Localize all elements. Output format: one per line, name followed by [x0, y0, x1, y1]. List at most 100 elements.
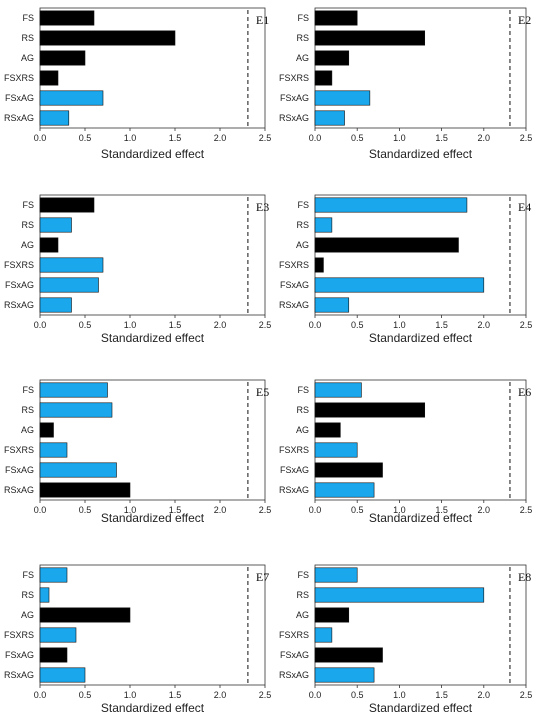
chart-panel-e7: FS RS AG FSXRS FSxAG RSxAG E7 0.0 0.5 1.0 1.5 2.0 2.… [4, 564, 272, 715]
category-label: FSXRS [4, 630, 34, 640]
bar [314, 70, 333, 86]
x-tick-label: 1.5 [169, 320, 182, 330]
x-tick-label: 2.5 [259, 690, 272, 700]
bar [314, 402, 426, 418]
bar [39, 197, 95, 213]
bar [39, 217, 72, 233]
category-label: FSxAG [280, 93, 309, 103]
bar [314, 10, 358, 26]
bar [39, 442, 68, 458]
x-tick-label: 1.5 [169, 690, 182, 700]
panel-label: E7 [256, 570, 269, 584]
category-label: RSxAG [4, 113, 34, 123]
category-label: RSxAG [4, 485, 34, 495]
category-label: RSxAG [4, 670, 34, 680]
bar [39, 110, 70, 126]
category-label: FS [297, 13, 309, 23]
bar [314, 297, 350, 313]
category-label: AG [21, 53, 34, 63]
bar [39, 667, 86, 683]
bar [39, 567, 68, 583]
x-tick-label: 0.0 [34, 320, 47, 330]
category-label: RSxAG [279, 113, 309, 123]
bar [39, 257, 104, 273]
category-label: FSxAG [5, 465, 34, 475]
category-label: FSXRS [279, 73, 309, 83]
bar [314, 422, 341, 438]
category-label: FSXRS [279, 260, 309, 270]
category-label: RS [296, 33, 309, 43]
bar [39, 482, 131, 498]
bar [314, 257, 324, 273]
x-tick-label: 0.5 [79, 320, 92, 330]
category-label: FSxAG [280, 650, 309, 660]
x-tick-label: 2.5 [520, 505, 533, 515]
category-label: FSXRS [4, 260, 34, 270]
bar [314, 482, 375, 498]
category-label: RS [21, 405, 34, 415]
chart-panel-e3: FS RS AG FSXRS FSxAG RSxAG E3 0.0 0.5 1.0 1.5 2.0 2.… [4, 194, 271, 345]
x-tick-label: 1.5 [169, 133, 182, 143]
bar [39, 382, 108, 398]
panel-label: E1 [256, 13, 269, 27]
category-label: FSxAG [280, 280, 309, 290]
bar [314, 90, 371, 106]
x-tick-label: 1.5 [435, 133, 448, 143]
x-tick-label: 1.0 [124, 690, 137, 700]
x-tick-label: 1.0 [393, 690, 406, 700]
x-tick-label: 0.5 [351, 320, 364, 330]
x-tick-label: 1.5 [435, 320, 448, 330]
x-tick-label: 0.5 [79, 133, 92, 143]
bar [39, 90, 104, 106]
category-label: FSxAG [5, 650, 34, 660]
category-label: FS [22, 570, 34, 580]
panel-label: E4 [518, 200, 531, 214]
x-tick-label: 2.5 [259, 133, 272, 143]
bar [314, 462, 383, 478]
chart-panel-e1: FS RS AG FSXRS FSxAG RSxAG E1 0.0 0.5 1.0 1.5 2.0 2.… [4, 7, 272, 161]
category-label: RS [21, 590, 34, 600]
bar [39, 402, 113, 418]
plot-frame [314, 194, 527, 316]
x-tick-label: 2.5 [520, 133, 533, 143]
chart-panel-e6: FS RS AG FSXRS FSxAG RSxAG E6 0.0 0.5 1.0 1.5 2.0 2.… [279, 379, 533, 525]
x-tick-label: 0.0 [34, 690, 47, 700]
x-tick-label: 1.0 [393, 320, 406, 330]
bar [39, 10, 95, 26]
category-label: FSxAG [280, 465, 309, 475]
chart-panel-e2: FS RS AG FSXRS FSxAG RSxAG E2 0.0 0.5 1.0 1.5 2.0 2.… [279, 7, 533, 161]
bar [314, 110, 345, 126]
bar [314, 667, 375, 683]
plot-frame [314, 379, 527, 501]
x-tick-label: 0.5 [351, 690, 364, 700]
bar [314, 647, 383, 663]
x-axis-title: Standardized effect [101, 331, 205, 345]
x-tick-label: 1.5 [169, 505, 182, 515]
x-tick-label: 2.0 [214, 133, 227, 143]
category-label: FS [22, 13, 34, 23]
panel-label: E6 [518, 385, 531, 399]
bar [39, 607, 131, 623]
bar [39, 462, 117, 478]
bar [314, 627, 333, 643]
x-tick-label: 1.5 [435, 505, 448, 515]
category-label: FSxAG [5, 93, 34, 103]
plot-frame [39, 194, 266, 316]
x-tick-label: 0.5 [351, 505, 364, 515]
category-label: RS [296, 405, 309, 415]
plot-frame [314, 7, 527, 129]
x-tick-label: 0.0 [34, 133, 47, 143]
category-label: RSxAG [4, 300, 34, 310]
plot-frame [39, 379, 266, 501]
x-axis-title: Standardized effect [101, 511, 205, 525]
x-tick-label: 0.5 [79, 505, 92, 515]
category-label: RS [21, 220, 34, 230]
bar [314, 217, 333, 233]
category-label: FSXRS [279, 630, 309, 640]
category-label: FS [297, 385, 309, 395]
category-label: FS [22, 385, 34, 395]
bar [314, 587, 485, 603]
bar [39, 70, 59, 86]
category-label: RS [296, 220, 309, 230]
x-axis-title: Standardized effect [369, 147, 473, 161]
